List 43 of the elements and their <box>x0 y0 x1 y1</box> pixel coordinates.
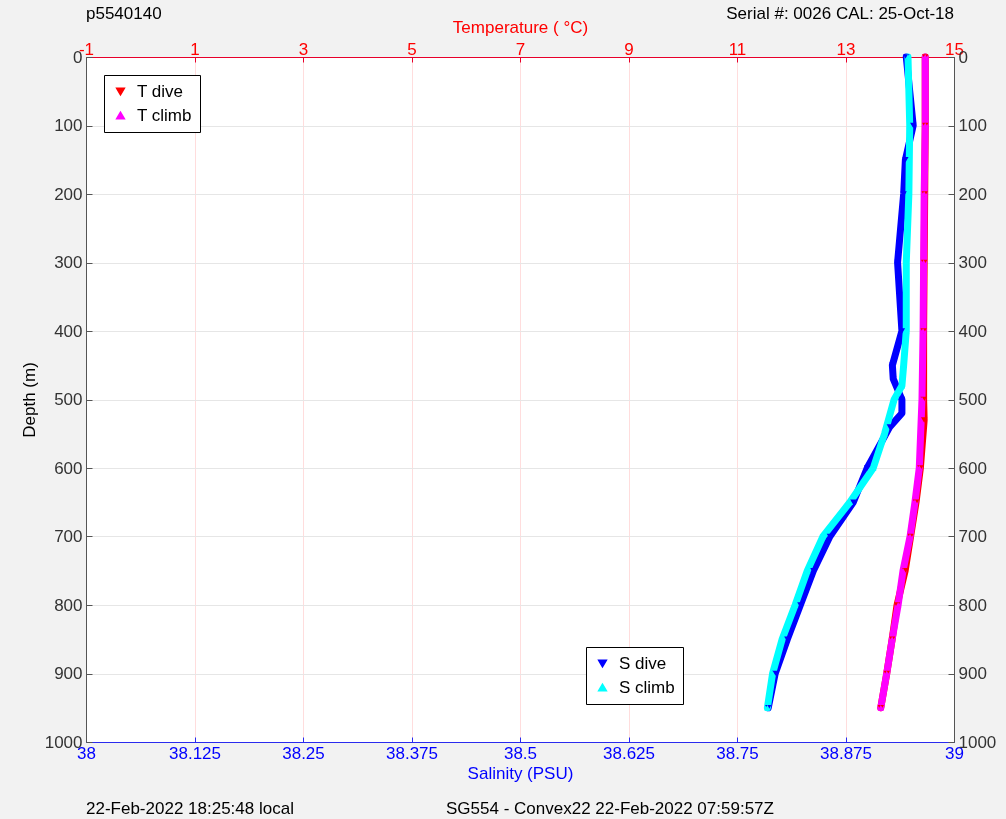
x-tick-label: 38.25 <box>282 743 325 763</box>
y-tick-label: 600 <box>54 458 83 478</box>
legend-label: S climb <box>619 677 675 697</box>
x2-tick-label: 11 <box>728 39 747 59</box>
y-tick-label: 400 <box>54 321 83 341</box>
y-tick-label: 300 <box>54 253 83 272</box>
x-axis-title: Salinity (PSU) <box>467 763 574 783</box>
x2-tick-label: 9 <box>624 39 634 59</box>
x2-tick-label: 5 <box>407 39 417 59</box>
y2-tick-label: 200 <box>958 184 987 204</box>
y-tick-label: 200 <box>54 184 83 204</box>
text: Serial #: 0026 CAL: 25-Oct-18 <box>726 4 954 24</box>
text: SG554 - Convex22 22-Feb-2022 07:59:57Z <box>446 799 774 819</box>
legend-label: T dive <box>137 81 183 101</box>
x2-axis-title: Temperature ( °C) <box>452 17 589 37</box>
y2-tick-label: 600 <box>958 458 987 478</box>
y-tick-label: 700 <box>54 527 83 546</box>
x-tick-label: 38.375 <box>386 743 438 763</box>
y-tick-label: 900 <box>54 664 83 683</box>
x2-tick-label: 3 <box>298 39 309 59</box>
y2-tick-label: 900 <box>958 664 987 683</box>
legend-label: T climb <box>137 105 192 125</box>
text: 22-Feb-2022 18:25:48 local <box>86 799 294 819</box>
x-tick-label: 38.875 <box>820 743 872 763</box>
x-tick-label: 38.75 <box>716 743 759 763</box>
x-tick-label: 38.125 <box>169 743 221 763</box>
y2-tick-label: 300 <box>958 253 987 272</box>
x-tick-label: 38.5 <box>503 743 538 763</box>
y2-tick-label: 800 <box>958 595 987 615</box>
y-tick-label: 100 <box>54 116 83 135</box>
y2-tick-label: 100 <box>958 116 987 135</box>
y2-tick-label: 400 <box>958 321 987 341</box>
x-tick-label: 38.625 <box>603 743 655 763</box>
x2-tick-label: 7 <box>515 39 526 59</box>
y-tick-label: 500 <box>54 390 83 409</box>
y-tick-label: 800 <box>54 595 83 615</box>
x2-tick-label: 1 <box>190 39 200 59</box>
y2-tick-label: 500 <box>958 390 987 409</box>
y2-tick-label: 700 <box>958 527 987 546</box>
y-axis-title: Depth (m) <box>19 362 39 438</box>
x2-tick-label: 13 <box>836 39 856 59</box>
text: p5540140 <box>86 4 162 24</box>
legend-label: S dive <box>619 653 667 673</box>
